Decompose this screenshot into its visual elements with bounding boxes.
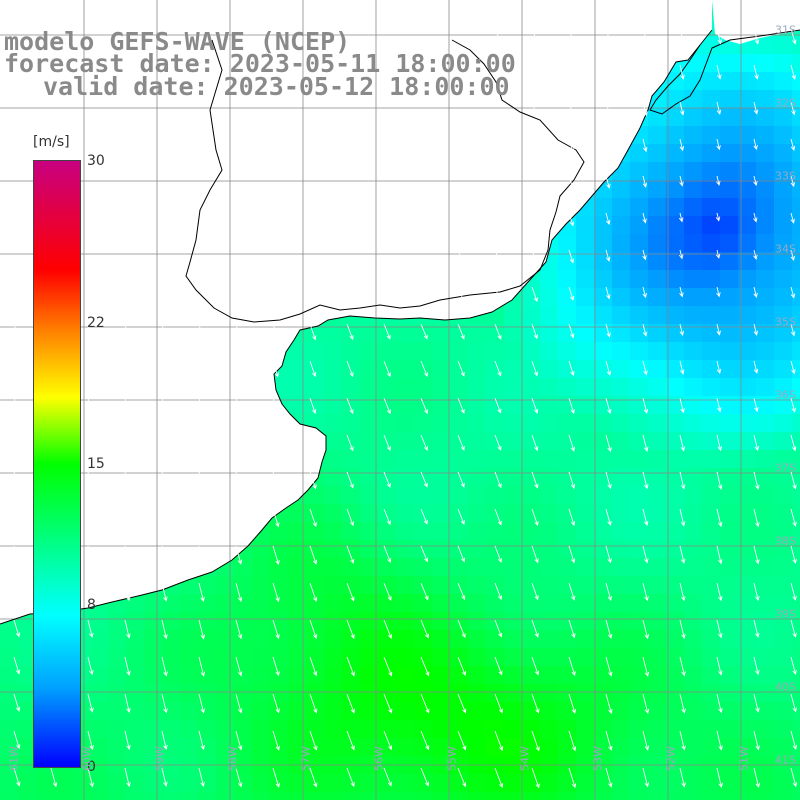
latitude-label: 40S — [775, 680, 796, 694]
longitude-label: 61W — [7, 746, 21, 771]
latitude-label: 31S — [775, 23, 796, 37]
latitude-label: 36S — [775, 388, 796, 402]
colorbar-tick: 22 — [87, 314, 105, 331]
longitude-label: 55W — [445, 746, 459, 771]
longitude-label: 51W — [737, 746, 751, 771]
latitude-label: 33S — [775, 169, 796, 183]
forecast-date: forecast date: 2023-05-11 18:00:00 — [4, 49, 516, 78]
longitude-label: 54W — [518, 746, 532, 771]
longitude-label: 53W — [591, 746, 605, 771]
longitude-label: 56W — [372, 746, 386, 771]
colorbar-tick: 30 — [87, 153, 105, 169]
river-border — [185, 39, 585, 323]
colorbar-tick: 8 — [87, 597, 96, 614]
longitude-label: 57W — [299, 746, 313, 771]
longitude-label: 60W — [80, 746, 94, 771]
colorbar-unit: [m/s] — [33, 134, 70, 150]
valid-date: valid date: 2023-05-12 18:00:00 — [43, 72, 510, 101]
latitude-label: 35S — [775, 315, 796, 329]
colorbar — [33, 160, 81, 768]
colorbar-tick: 0 — [87, 759, 96, 775]
longitude-label: 52W — [664, 746, 678, 771]
wind-arrows — [13, 27, 798, 789]
longitude-label: 58W — [226, 746, 240, 771]
latitude-label: 39S — [775, 607, 796, 621]
longitude-label: 59W — [153, 746, 167, 771]
coastline — [0, 29, 713, 625]
land-mask — [0, 0, 800, 624]
latitude-label: 32S — [775, 96, 796, 110]
model-title: modelo GEFS-WAVE (NCEP) — [4, 27, 351, 56]
latitude-label: 38S — [775, 534, 796, 548]
latitude-label: 34S — [775, 242, 796, 256]
lagoon-border — [649, 29, 800, 115]
latitude-label: 37S — [775, 461, 796, 475]
latitude-label: 41S — [775, 753, 796, 767]
colorbar-tick: 15 — [87, 456, 105, 472]
